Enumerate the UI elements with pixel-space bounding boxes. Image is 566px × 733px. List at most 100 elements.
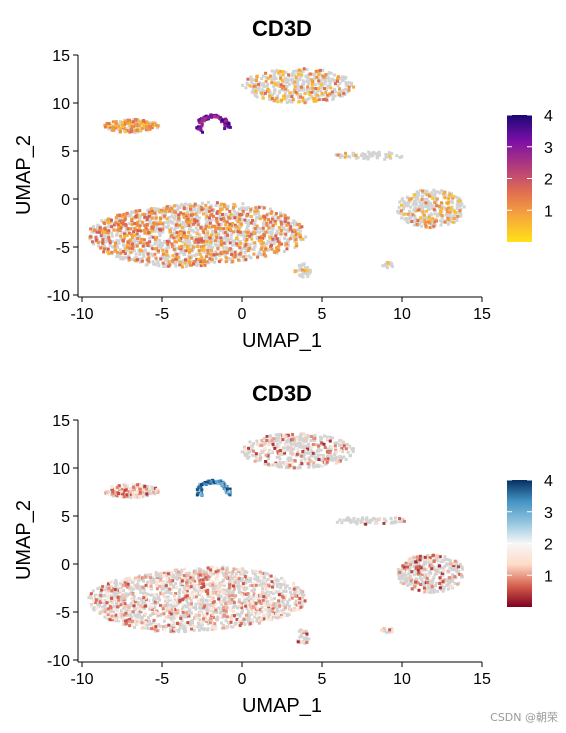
cell-point [238, 619, 241, 622]
cell-point [226, 122, 229, 125]
cell-point [102, 594, 105, 597]
cell-point [131, 247, 134, 250]
cell-point [139, 229, 142, 232]
cell-point [395, 154, 398, 157]
cell-point [265, 224, 268, 227]
cell-point [115, 120, 118, 123]
cell-point [353, 517, 356, 520]
cell-point [258, 584, 261, 587]
cell-point [240, 222, 243, 225]
cell-point [183, 236, 186, 239]
cell-point [205, 225, 208, 228]
cell-point [150, 627, 153, 630]
cell-point [158, 598, 161, 601]
cell-point [234, 251, 237, 254]
cell-point [232, 240, 235, 243]
cell-point [103, 247, 106, 250]
cell-point [285, 604, 288, 607]
cell-point [215, 257, 218, 260]
cell-point [297, 85, 300, 88]
cell-point [161, 249, 164, 252]
cell-point [386, 266, 389, 269]
cell-point [443, 555, 446, 558]
cell-point [98, 228, 101, 231]
cell-point [248, 244, 251, 247]
cell-point [324, 73, 327, 76]
cell-point [121, 121, 124, 124]
cell-point [454, 582, 457, 585]
cell-point [148, 620, 151, 623]
cell-point [138, 588, 141, 591]
cell-point [206, 240, 209, 243]
cell-point [461, 566, 464, 569]
cell-point [154, 241, 157, 244]
cell-point [431, 581, 434, 584]
cell-point [136, 245, 139, 248]
cell-point [256, 216, 259, 219]
cell-point [436, 198, 439, 201]
cell-point [147, 616, 150, 619]
cell-point [349, 454, 352, 457]
cell-point [124, 217, 127, 220]
cell-point [329, 86, 332, 89]
cell-point [411, 213, 414, 216]
cell-point [428, 222, 431, 225]
cell-point [221, 208, 224, 211]
cell-point [202, 617, 205, 620]
cell-point [196, 232, 199, 235]
cell-point [224, 231, 227, 234]
cell-point [276, 249, 279, 252]
cell-point [279, 214, 282, 217]
cell-point [427, 207, 430, 210]
cell-point [228, 248, 231, 251]
cell-point [272, 224, 275, 227]
cell-point [103, 222, 106, 225]
cell-point [335, 456, 338, 459]
cell-point [178, 592, 181, 595]
cell-point [445, 584, 448, 587]
cell-point [442, 566, 445, 569]
cell-point [124, 605, 127, 608]
cell-point [433, 591, 436, 594]
cell-point [289, 228, 292, 231]
cell-point [423, 214, 426, 217]
x-tick-label: -5 [155, 306, 169, 323]
cell-point [115, 614, 118, 617]
cell-point [103, 234, 106, 237]
cell-point [178, 627, 181, 630]
cell-point [277, 433, 280, 436]
cell-point [181, 226, 184, 229]
cell-point [449, 211, 452, 214]
cell-point [186, 246, 189, 249]
cell-point [254, 206, 257, 209]
cell-point [328, 79, 331, 82]
cell-point [438, 205, 441, 208]
cell-point [244, 258, 247, 261]
cell-point [362, 157, 365, 160]
cell-point [218, 606, 221, 609]
cell-point [348, 89, 351, 92]
cell-point [242, 255, 245, 258]
cell-point [196, 245, 199, 248]
cell-point [279, 586, 282, 589]
cell-point [171, 221, 174, 224]
cell-point [228, 223, 231, 226]
cell-point [216, 253, 219, 256]
cell-point [143, 238, 146, 241]
cell-point [299, 436, 302, 439]
cell-point [173, 204, 176, 207]
cell-point [101, 238, 104, 241]
cell-point [301, 273, 304, 276]
cell-point [219, 609, 222, 612]
cell-point [214, 230, 217, 233]
cell-point [114, 242, 117, 245]
cell-point [361, 516, 364, 519]
cell-point [173, 218, 176, 221]
cell-point [246, 238, 249, 241]
cell-point [425, 198, 428, 201]
cell-point [254, 220, 257, 223]
cell-point [385, 631, 388, 634]
cell-point [133, 234, 136, 237]
cell-point [304, 267, 307, 270]
cell-point [446, 210, 449, 213]
